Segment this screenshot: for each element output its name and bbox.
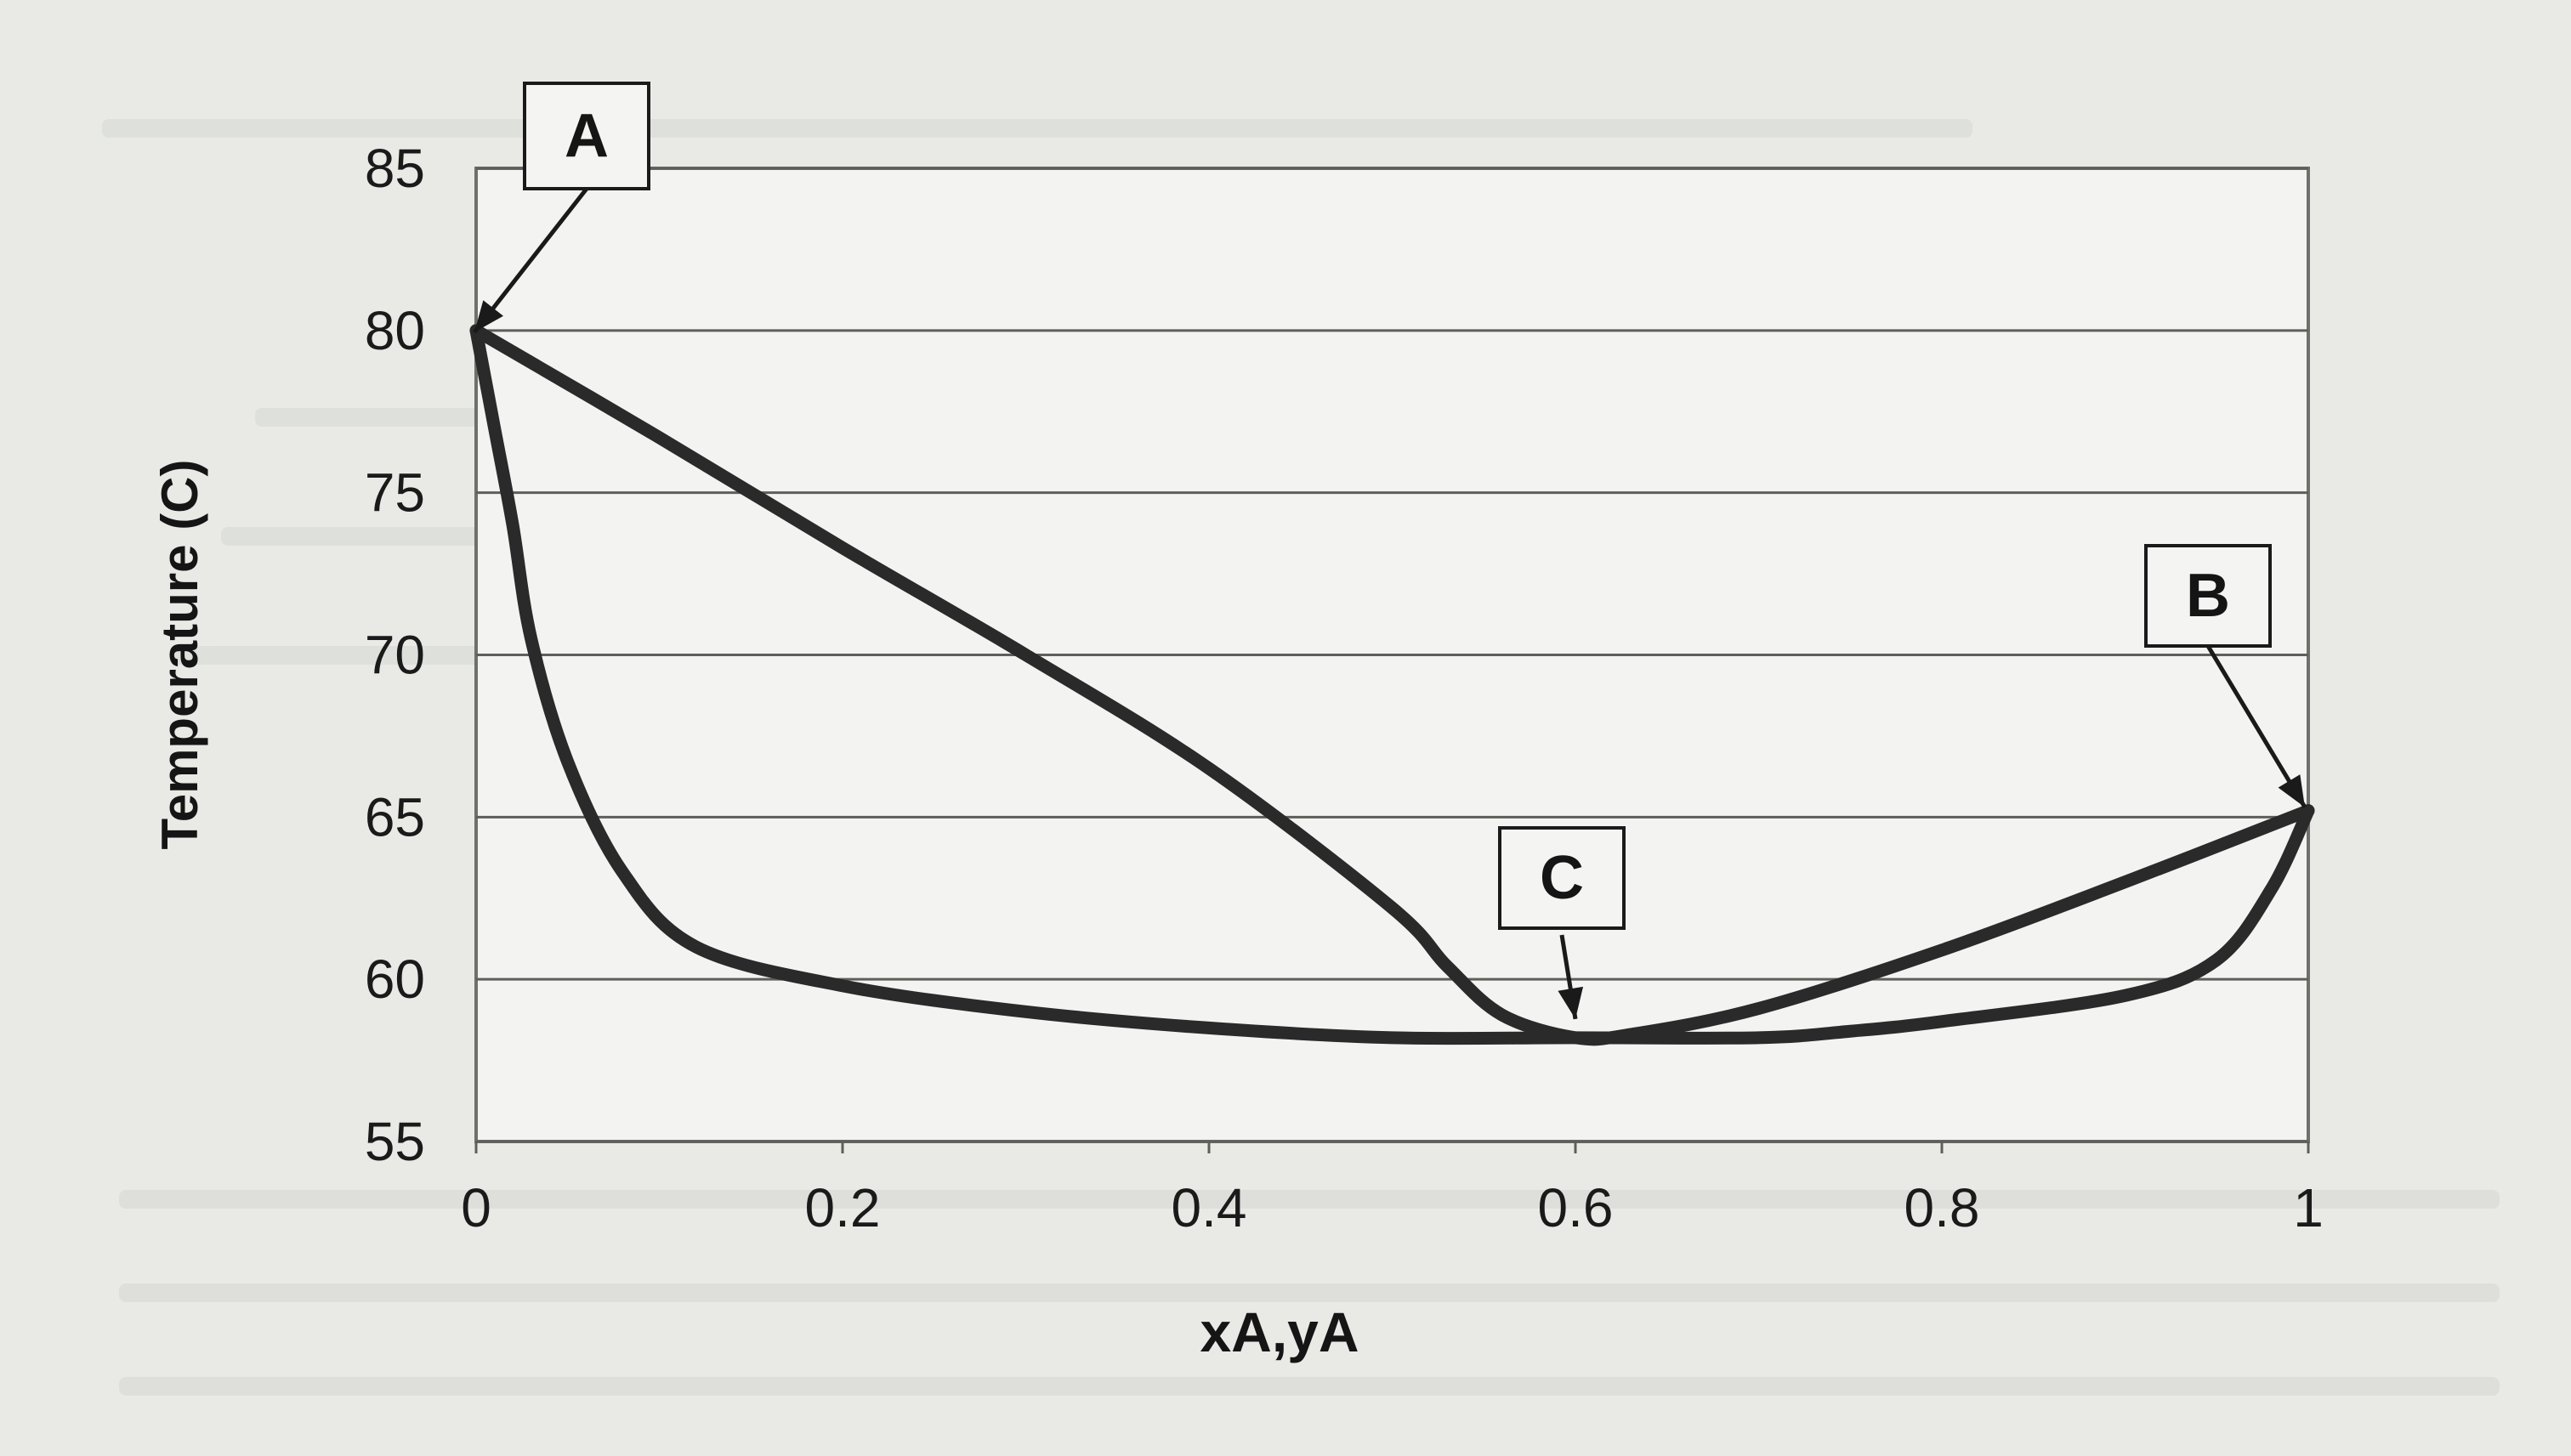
annotation-label: B [2186,562,2230,630]
y-tick-label: 60 [365,949,425,1010]
dew-point-curve [469,324,2315,1046]
bubble-point-curve [469,324,2315,1045]
x-tick-label: 0.8 [1904,1177,1980,1238]
annotation-box [1498,826,1626,930]
annotation-arrowhead [474,300,503,332]
annotation-b: B [2144,544,2272,648]
y-axis-label: Temperature (C) [151,460,208,850]
annotation-a: A [523,82,650,190]
annotation-box [2144,544,2272,648]
y-tick-label: 70 [365,625,425,686]
series-group [469,324,2315,1046]
annotation-label: C [1540,844,1584,912]
annotation-arrow-line [2205,644,2307,808]
y-tick-label: 65 [365,786,425,847]
annotation-arrowhead [2278,774,2305,807]
annotation-c: C [1498,826,1626,930]
x-tick-label: 1 [2293,1177,2324,1238]
annotations: A B C [473,82,2307,1020]
x-tick-labels: 0 0.2 0.4 0.6 0.8 1 [461,1142,2324,1238]
annotation-box [523,82,650,190]
x-tick-label: 0.2 [805,1177,881,1238]
gridlines [476,167,2308,1143]
x-axis-label: xA,yA [1200,1300,1359,1363]
annotation-arrowhead [1558,986,1584,1019]
x-tick-label: 0.4 [1172,1177,1247,1238]
y-tick-label: 75 [365,462,425,524]
y-tick-label: 85 [365,138,425,199]
x-tick-label: 0 [461,1177,491,1238]
y-tick-labels: 55 60 65 70 75 80 85 [365,138,425,1172]
annotation-label: A [565,102,609,170]
x-tick-label: 0.6 [1538,1177,1614,1238]
y-tick-label: 55 [365,1111,425,1172]
y-tick-label: 80 [365,300,425,361]
